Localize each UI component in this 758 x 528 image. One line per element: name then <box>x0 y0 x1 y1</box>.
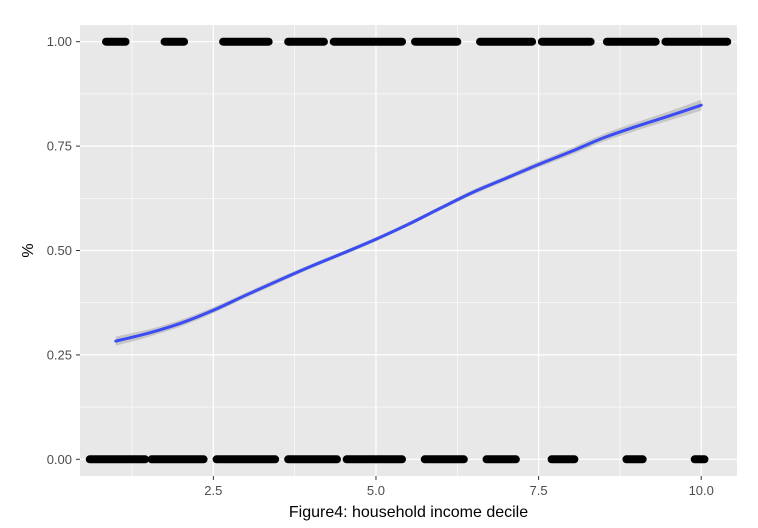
y-tick-label: 0.25 <box>47 347 72 362</box>
y-axis: 0.00 0.25 0.50 0.75 1.00 <box>47 34 80 467</box>
x-axis-title: Figure4: household income decile <box>289 504 528 521</box>
smoothed-fit-line <box>114 103 703 343</box>
y-tick-label: 0.00 <box>47 452 72 467</box>
data-points <box>85 37 732 464</box>
y-tick-label: 0.50 <box>47 243 72 258</box>
x-tick-label: 5.0 <box>367 483 385 498</box>
x-tick-label: 2.5 <box>204 483 222 498</box>
x-tick-label: 7.5 <box>530 483 548 498</box>
y-tick-label: 1.00 <box>47 34 72 49</box>
y-axis-title: % <box>20 243 37 257</box>
y-tick-label: 0.75 <box>47 139 72 154</box>
x-tick-label: 10.0 <box>689 483 714 498</box>
major-gridlines <box>80 25 737 476</box>
x-axis: 2.5 5.0 7.5 10.0 <box>204 476 714 498</box>
